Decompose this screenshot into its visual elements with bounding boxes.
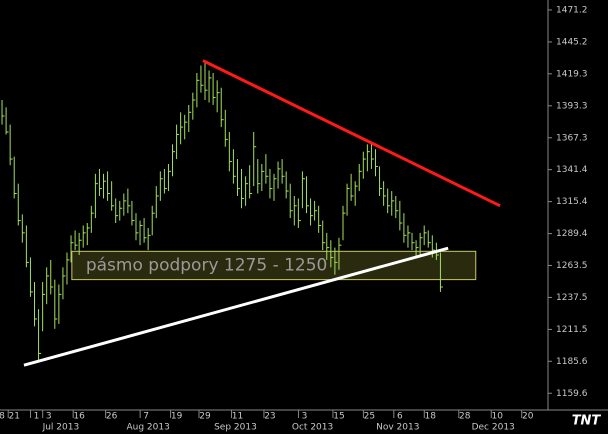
trendline <box>23 246 449 367</box>
x-tick-label: 8 <box>0 412 5 422</box>
month-label: Dec 2013 <box>472 423 515 433</box>
month-label: Jul 2013 <box>42 423 80 433</box>
x-tick-label: 16 <box>73 412 85 422</box>
x-tick-label: 7 <box>143 412 149 422</box>
support-band <box>71 250 477 281</box>
month-label: Oct 2013 <box>292 423 333 433</box>
y-tick-label: 1419.3 <box>556 69 588 79</box>
y-tick-label: 1185.6 <box>556 357 588 367</box>
x-tick-label: 15 <box>333 412 344 422</box>
y-tick-label: 1445.2 <box>556 37 588 47</box>
y-tick-label: 1159.6 <box>556 389 588 399</box>
month-label: Aug 2013 <box>126 423 169 433</box>
y-tick-label: 1471.2 <box>556 5 588 15</box>
x-tick-label: 29 <box>199 412 211 422</box>
x-tick-label: 3 <box>46 412 52 422</box>
x-tick-label: 23 <box>264 412 275 422</box>
trendline <box>202 59 501 208</box>
logo: TNT <box>572 414 602 429</box>
y-tick-label: 1263.5 <box>556 261 588 271</box>
x-tick-label: 18 <box>425 412 437 422</box>
y-tick-label: 1237.5 <box>556 293 588 303</box>
y-tick-label: 1289.4 <box>556 229 588 239</box>
x-tick-label: 3 <box>302 412 308 422</box>
x-tick-label: 28 <box>459 412 471 422</box>
x-tick-label: 1 <box>34 412 40 422</box>
x-tick-label: 19 <box>171 412 183 422</box>
y-tick-label: 1315.4 <box>556 197 588 207</box>
y-tick-label: 1367.3 <box>556 133 588 143</box>
x-tick-label: 10 <box>492 412 504 422</box>
y-tick-label: 1393.3 <box>556 101 588 111</box>
x-tick-label: 21 <box>8 412 19 422</box>
x-tick-label: 6 <box>397 412 403 422</box>
month-label: Sep 2013 <box>214 423 257 433</box>
month-label: Nov 2013 <box>376 423 419 433</box>
y-tick-label: 1341.4 <box>556 165 588 175</box>
y-tick-label: 1211.5 <box>556 325 588 335</box>
x-tick-label: 26 <box>106 412 118 422</box>
x-tick-label: 25 <box>364 412 375 422</box>
x-tick-label: 11 <box>232 412 243 422</box>
x-tick-label: 20 <box>522 412 534 422</box>
band-label: pásmo podpory 1275 - 1250 <box>86 255 328 275</box>
